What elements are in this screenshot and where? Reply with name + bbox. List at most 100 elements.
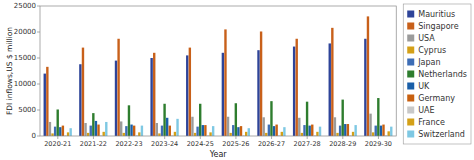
y-tick-label: 25000 xyxy=(14,2,36,10)
x-tick-label: 2026-27 xyxy=(258,140,285,148)
bar xyxy=(364,39,366,136)
bar xyxy=(296,39,298,136)
bar xyxy=(202,125,204,136)
bar xyxy=(273,126,275,136)
legend-label: Singapore xyxy=(418,22,458,31)
bar xyxy=(367,16,369,136)
bar xyxy=(163,104,165,136)
x-tick-label: 2027-28 xyxy=(294,140,321,148)
bar xyxy=(229,133,231,136)
legend-label: France xyxy=(418,118,445,127)
bar xyxy=(90,126,92,136)
y-tick-label: 10000 xyxy=(14,80,36,88)
plot-frame xyxy=(40,6,396,136)
bar xyxy=(120,121,122,136)
bar xyxy=(51,133,53,136)
bar xyxy=(387,131,389,136)
bar xyxy=(298,118,300,136)
bar xyxy=(54,127,56,136)
bar xyxy=(222,53,224,136)
bar xyxy=(380,126,382,136)
bar xyxy=(49,122,51,136)
bar xyxy=(293,47,295,136)
x-tick xyxy=(200,136,201,139)
bar xyxy=(196,127,198,136)
legend-label: Germany xyxy=(418,94,455,103)
x-tick-label: 2022-23 xyxy=(115,140,142,148)
y-tick xyxy=(37,110,40,111)
bar xyxy=(130,125,132,136)
bar xyxy=(281,132,283,136)
legend-label: USA xyxy=(418,34,435,43)
legend-label: Netherlands xyxy=(418,70,467,79)
bar xyxy=(117,39,119,136)
bar xyxy=(103,132,105,136)
bar xyxy=(204,125,206,136)
legend-swatch xyxy=(407,83,414,90)
bar xyxy=(87,133,89,136)
bar xyxy=(150,58,152,136)
bar xyxy=(232,125,234,136)
x-tick-label: 2020-21 xyxy=(44,140,71,148)
bar xyxy=(375,126,377,136)
y-tick-label: 5000 xyxy=(18,106,36,114)
bar xyxy=(105,122,107,136)
bar xyxy=(194,133,196,136)
bar xyxy=(199,104,201,136)
bar xyxy=(59,127,61,136)
bar xyxy=(240,126,242,136)
bar xyxy=(339,126,341,136)
x-tick xyxy=(164,136,165,139)
bar xyxy=(372,132,374,136)
bar xyxy=(186,55,188,136)
x-tick xyxy=(129,136,130,139)
legend-frame xyxy=(403,4,471,144)
bar xyxy=(176,119,178,136)
bar xyxy=(237,127,239,136)
x-tick-label: 2028-29 xyxy=(329,140,356,148)
x-tick-label: 2023-24 xyxy=(151,140,178,148)
bar xyxy=(227,117,229,136)
bar xyxy=(158,133,160,136)
bars xyxy=(44,16,393,136)
bar xyxy=(95,121,97,136)
y-tick-label: 15000 xyxy=(14,54,36,62)
bar xyxy=(347,124,349,136)
bar xyxy=(57,109,59,136)
bar xyxy=(128,105,130,136)
bar xyxy=(262,117,264,136)
bar xyxy=(334,117,336,136)
bar xyxy=(270,101,272,136)
y-axis-label: FDI inflows,US $ million xyxy=(5,27,14,115)
bar xyxy=(138,132,140,136)
bar xyxy=(92,113,94,136)
bar xyxy=(191,117,193,136)
legend-label: Cyprus xyxy=(418,46,446,55)
bar xyxy=(283,127,285,136)
bar xyxy=(156,123,158,136)
bar xyxy=(97,125,99,136)
x-tick xyxy=(378,136,379,139)
bar xyxy=(260,31,262,136)
bar xyxy=(235,103,237,136)
bar xyxy=(354,125,356,136)
bar xyxy=(212,126,214,136)
bar xyxy=(224,29,226,136)
bar xyxy=(382,125,384,136)
y-tick xyxy=(37,58,40,59)
bar xyxy=(84,123,86,136)
x-axis-label: Year xyxy=(209,150,228,159)
bar xyxy=(377,98,379,136)
x-tick xyxy=(307,136,308,139)
bar xyxy=(311,125,313,136)
bar xyxy=(169,126,171,136)
bar xyxy=(268,125,270,136)
x-tick xyxy=(93,136,94,139)
bar xyxy=(275,125,277,136)
legend-swatch xyxy=(407,59,414,66)
bar xyxy=(329,43,331,136)
bar xyxy=(301,133,303,136)
bar xyxy=(245,132,247,136)
bar xyxy=(174,132,176,136)
bar xyxy=(265,133,267,136)
